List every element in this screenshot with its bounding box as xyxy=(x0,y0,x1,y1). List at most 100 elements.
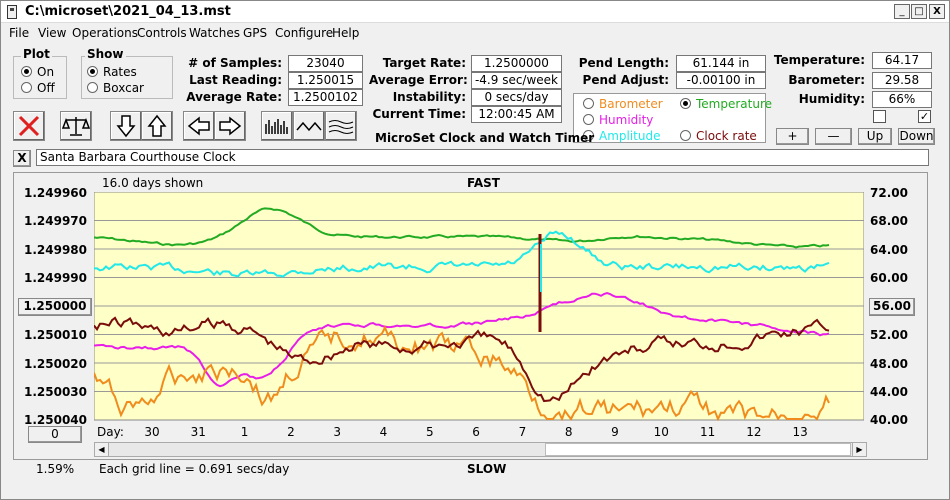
clock-name-field[interactable]: Santa Barbara Courthouse Clock xyxy=(36,149,929,166)
clear-button[interactable] xyxy=(13,111,45,141)
time-scrollbar[interactable]: ◀ ▶ xyxy=(94,442,867,457)
day-tick-label: 2 xyxy=(287,425,295,439)
smoothing-button[interactable] xyxy=(325,111,357,141)
minimize-button[interactable]: _ xyxy=(894,4,910,19)
menu-gps[interactable]: GPS xyxy=(243,26,268,40)
plot-curves xyxy=(94,207,830,421)
current-time-label: Current Time: xyxy=(372,107,466,121)
series-line xyxy=(94,325,830,421)
clear-name-button[interactable]: X xyxy=(13,150,31,167)
show-rates-radio[interactable]: Rates xyxy=(87,65,137,79)
temperature-value: 64.17 xyxy=(872,52,932,69)
day-tick-label: 10 xyxy=(653,425,669,439)
fast-label: FAST xyxy=(467,176,500,190)
show-boxcar-radio[interactable]: Boxcar xyxy=(87,81,144,95)
sensor-checkbox-1[interactable] xyxy=(873,110,886,123)
sensor-down-button[interactable]: Down xyxy=(898,128,935,145)
day-tick-label: 8 xyxy=(564,425,573,439)
menu-watches[interactable]: Watches xyxy=(189,26,240,40)
sensor-temperature-radio[interactable]: Temperature xyxy=(680,97,772,111)
series-line xyxy=(94,316,830,403)
pend-adjust-label: Pend Adjust: xyxy=(582,73,669,87)
grid-note: Each grid line = 0.691 secs/day xyxy=(99,462,290,476)
sensor-options-panel xyxy=(573,93,766,143)
right-center-button[interactable]: 56.00 xyxy=(869,298,915,316)
days-shown: 16.0 days shown xyxy=(102,176,204,190)
percent-readout: 1.59% xyxy=(36,462,75,476)
radio-selected-icon xyxy=(680,98,691,109)
day-tick-label: 4 xyxy=(379,425,388,439)
arrow-down-button[interactable] xyxy=(110,111,142,141)
close-button[interactable]: X xyxy=(929,4,945,19)
current-time-value: 12:00:45 AM xyxy=(471,106,562,123)
day-label: Day: xyxy=(97,425,124,439)
sensor-amplitude-radio[interactable]: Amplitude xyxy=(583,129,661,143)
day-tick-label: 11 xyxy=(699,425,716,439)
pend-adjust-value: -0.00100 in xyxy=(676,72,766,89)
sensor-minus-button[interactable]: — xyxy=(815,128,852,145)
menu-configure[interactable]: Configure xyxy=(275,26,334,40)
arrow-down-icon xyxy=(116,115,136,138)
scroll-left-arrow-icon[interactable]: ◀ xyxy=(95,443,109,456)
arrow-right-button[interactable] xyxy=(214,111,246,141)
app-name: MicroSet Clock and Watch Timer xyxy=(375,131,595,145)
series-line xyxy=(94,230,830,278)
show-group xyxy=(81,56,173,99)
histogram-icon xyxy=(265,119,288,134)
samples-value: 23040 xyxy=(288,55,363,72)
sensor-up-button[interactable]: Up xyxy=(858,128,892,145)
smooth-lines-icon xyxy=(328,120,354,134)
instability-label: Instability: xyxy=(392,90,466,104)
last-reading-label: Last Reading: xyxy=(189,73,282,87)
histogram-button[interactable] xyxy=(261,111,293,141)
menu-operations[interactable]: Operations xyxy=(72,26,138,40)
maximize-button[interactable]: □ xyxy=(911,4,927,19)
menu-view[interactable]: View xyxy=(38,26,67,40)
sensor-barometer-radio[interactable]: Barometer xyxy=(583,97,663,111)
pend-length-label: Pend Length: xyxy=(578,56,669,70)
menu-controls[interactable]: Controls xyxy=(137,26,187,40)
left-tick-2: 1.249980 xyxy=(23,243,87,257)
scroll-right-arrow-icon[interactable]: ▶ xyxy=(852,443,866,456)
left-tick-3: 1.249990 xyxy=(23,271,87,285)
plot-group-title: Plot xyxy=(21,47,52,61)
samples-label: # of Samples: xyxy=(188,56,282,70)
wave-icon xyxy=(296,121,322,132)
last-reading-value: 1.250015 xyxy=(288,72,363,89)
wave-button[interactable] xyxy=(293,111,325,141)
arrow-left-button[interactable] xyxy=(183,111,215,141)
left-center-button[interactable]: 1.250000 xyxy=(18,298,92,316)
pend-length-value: 61.144 in xyxy=(676,55,766,72)
right-tick-5: 52.00 xyxy=(870,328,908,342)
plot-on-radio[interactable]: On xyxy=(21,65,54,79)
app-icon xyxy=(7,5,17,19)
right-tick-6: 48.00 xyxy=(870,357,908,371)
menu-bar: File View Operations Controls Watches GP… xyxy=(1,23,949,43)
menu-file[interactable]: File xyxy=(9,26,30,40)
day-tick-label: 6 xyxy=(472,425,480,439)
radio-icon xyxy=(87,82,98,93)
slow-label: SLOW xyxy=(467,462,507,476)
sensor-humidity-radio[interactable]: Humidity xyxy=(583,113,653,127)
day-tick-label: 30 xyxy=(144,425,160,439)
red-x-icon xyxy=(18,115,40,137)
right-tick-3: 60.00 xyxy=(870,271,908,285)
sensor-plus-button[interactable]: + xyxy=(776,128,809,145)
arrow-right-icon xyxy=(219,116,242,136)
humidity-label: Humidity: xyxy=(798,92,865,106)
plot-off-radio[interactable]: Off xyxy=(21,81,55,95)
instability-value: 0 secs/day xyxy=(471,89,562,106)
balance-button[interactable] xyxy=(60,111,92,141)
arrow-up-button[interactable] xyxy=(141,111,173,141)
title-bar: C:\microset\2021_04_13.mst _ □ X xyxy=(1,1,949,23)
sensor-checkbox-2[interactable]: ✓ xyxy=(918,110,931,123)
scroll-thumb[interactable] xyxy=(545,443,851,456)
temperature-label: Temperature: xyxy=(773,53,865,67)
left-tick-1: 1.249970 xyxy=(23,214,87,228)
menu-help[interactable]: Help xyxy=(332,26,360,40)
right-tick-2: 64.00 xyxy=(870,243,908,257)
sensor-clockrate-radio[interactable]: Clock rate xyxy=(680,129,757,143)
zoom-button[interactable]: 0 xyxy=(28,426,82,443)
day-tick-label: 3 xyxy=(333,425,341,439)
